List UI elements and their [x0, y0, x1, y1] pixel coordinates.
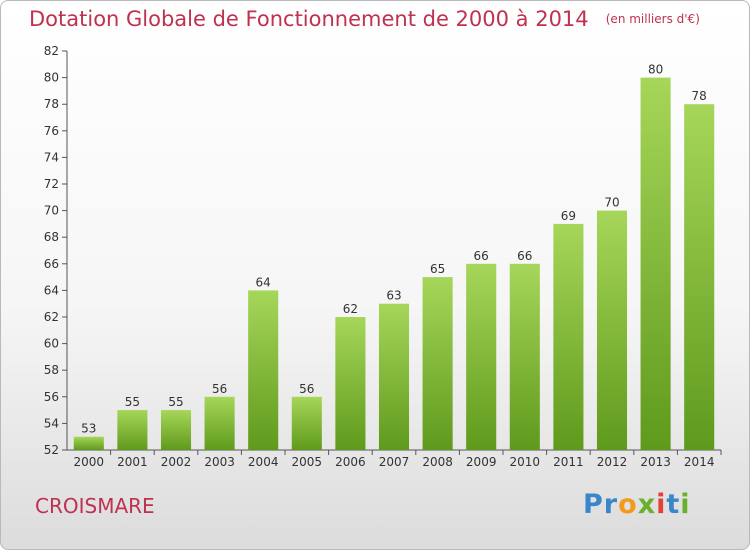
bar-value-label: 80 [648, 63, 663, 77]
bar [553, 223, 584, 450]
bar-value-label: 64 [256, 275, 271, 289]
y-tick-label: 72 [44, 177, 59, 191]
x-tick-label: 2002 [161, 455, 192, 469]
x-tick-label: 2005 [292, 455, 323, 469]
y-tick-label: 52 [44, 443, 59, 457]
y-tick-label: 66 [44, 257, 59, 271]
x-tick-label: 2009 [466, 455, 497, 469]
y-tick-label: 60 [44, 337, 59, 351]
y-tick-label: 82 [44, 44, 59, 58]
x-tick-label: 2013 [640, 455, 671, 469]
y-tick-label: 62 [44, 310, 59, 324]
bar-value-label: 56 [212, 382, 227, 396]
bar [422, 277, 453, 450]
bar-value-label: 70 [604, 196, 619, 210]
unit-note: (en milliers d'€) [605, 12, 700, 26]
x-tick-label: 2000 [74, 455, 105, 469]
bar [204, 396, 235, 450]
bar-value-label: 56 [299, 382, 314, 396]
x-tick-label: 2006 [335, 455, 366, 469]
x-tick-label: 2010 [510, 455, 541, 469]
x-tick-label: 2012 [597, 455, 628, 469]
bar [378, 303, 410, 450]
logo-letter: P [583, 489, 604, 520]
logo-letter: o [618, 489, 638, 520]
commune-name: CROISMARE [35, 494, 155, 518]
x-tick-label: 2004 [248, 455, 279, 469]
y-tick-label: 80 [44, 71, 59, 85]
bar-value-label: 63 [386, 289, 401, 303]
x-tick-label: 2014 [684, 455, 715, 469]
x-tick-label: 2011 [553, 455, 584, 469]
bar-value-label: 66 [517, 249, 532, 263]
y-tick-label: 58 [44, 363, 59, 377]
logo-letter: x [637, 489, 657, 520]
x-tick-label: 2003 [204, 455, 235, 469]
bar-value-label: 65 [430, 262, 445, 276]
bar [596, 210, 628, 450]
y-tick-label: 74 [44, 150, 59, 164]
chart-title: Dotation Globale de Fonctionnement de 20… [29, 7, 589, 31]
bar [291, 396, 322, 450]
chart-title-block: Dotation Globale de Fonctionnement de 20… [29, 7, 700, 31]
bar-value-label: 78 [692, 89, 707, 103]
x-tick-label: 2008 [422, 455, 453, 469]
bar [117, 410, 148, 450]
logo-letter: t [666, 489, 681, 520]
bar [684, 104, 715, 450]
bar-value-label: 53 [81, 422, 96, 436]
bar [248, 290, 279, 450]
logo-letter: i [656, 489, 667, 520]
bar-value-label: 66 [474, 249, 489, 263]
x-tick-label: 2001 [117, 455, 148, 469]
y-tick-label: 78 [44, 97, 59, 111]
y-tick-label: 68 [44, 230, 59, 244]
bar [640, 77, 671, 450]
y-tick-label: 76 [44, 124, 59, 138]
bar-value-label: 55 [125, 395, 140, 409]
y-tick-label: 70 [44, 204, 59, 218]
y-tick-label: 56 [44, 390, 59, 404]
logo-letter: i [680, 489, 691, 520]
y-tick-label: 54 [44, 416, 59, 430]
x-tick-label: 2007 [379, 455, 410, 469]
bar [509, 263, 540, 450]
bar [335, 317, 366, 450]
bar [73, 436, 104, 450]
bar-value-label: 55 [168, 395, 183, 409]
bar [160, 410, 192, 450]
y-tick-label: 64 [44, 283, 59, 297]
proxiti-logo: Proxiti [583, 489, 691, 520]
logo-letter: r [603, 489, 619, 520]
bar [466, 263, 497, 450]
bar-value-label: 69 [561, 209, 576, 223]
bar-value-label: 62 [343, 302, 358, 316]
